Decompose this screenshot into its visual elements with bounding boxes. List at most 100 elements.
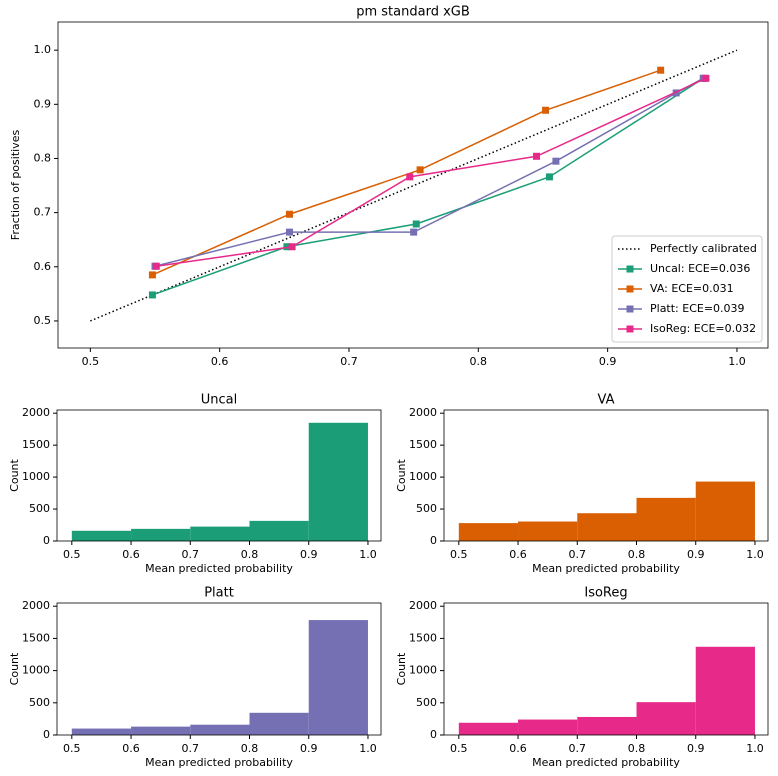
x-tick-label: 0.7 [182, 548, 200, 561]
axes-frame [56, 409, 382, 542]
x-tick-label: 1.0 [359, 548, 377, 561]
marker [406, 173, 414, 181]
marker [148, 291, 156, 299]
y-tick-label: 1500 [409, 631, 437, 644]
legend-marker [626, 305, 634, 313]
y-tick-label: 1.0 [34, 43, 52, 56]
bar [636, 497, 696, 541]
bar [458, 722, 519, 735]
x-tick-label: 0.6 [122, 548, 140, 561]
bar [71, 530, 132, 541]
x-tick-label: 0.5 [450, 742, 468, 755]
y-tick-label: 2000 [22, 599, 50, 612]
legend-label: Platt: ECE=0.039 [650, 302, 745, 315]
legend-label: Uncal: ECE=0.036 [650, 262, 750, 275]
bar [308, 620, 368, 735]
axes-frame [443, 602, 769, 736]
x-tick-label: 0.6 [509, 548, 527, 561]
y-tick-label: 1000 [409, 664, 437, 677]
y-tick-label: 0.8 [34, 151, 52, 164]
y-tick-label: 500 [416, 696, 437, 709]
bar [131, 528, 191, 541]
bar [190, 526, 250, 541]
x-tick-label: 0.6 [122, 742, 140, 755]
chart-title: Uncal [201, 393, 237, 408]
x-tick-label: 0.9 [687, 742, 705, 755]
y-tick-label: 0 [430, 534, 437, 547]
y-tick-label: 500 [416, 502, 437, 515]
x-tick-label: 0.6 [211, 355, 229, 368]
y-tick-label: 0.5 [34, 314, 52, 327]
x-tick-label: 0.5 [450, 548, 468, 561]
legend-label: VA: ECE=0.031 [650, 282, 734, 295]
series-line [152, 69, 661, 276]
marker [416, 166, 424, 174]
marker [285, 228, 293, 236]
marker [702, 74, 710, 82]
y-tick-label: 1000 [22, 470, 50, 483]
y-axis-label: Count [8, 652, 21, 685]
y-tick-label: 500 [29, 502, 50, 515]
bar [695, 646, 755, 735]
series-line [90, 49, 738, 322]
x-axis-label: Mean predicted probability [145, 756, 293, 769]
y-tick-label: 0 [43, 534, 50, 547]
y-axis-label: Count [8, 458, 21, 491]
y-tick-label: 1000 [22, 664, 50, 677]
legend-label: Perfectly calibrated [650, 242, 757, 255]
marker [152, 262, 160, 270]
chart-title: Platt [204, 586, 234, 601]
x-tick-label: 0.9 [300, 742, 318, 755]
y-tick-label: 0 [43, 728, 50, 741]
bar [577, 513, 637, 541]
bar [518, 719, 578, 735]
axes-frame [57, 21, 769, 349]
y-axis-label: Count [395, 458, 408, 491]
x-tick-label: 1.0 [746, 742, 764, 755]
y-tick-label: 1500 [22, 631, 50, 644]
x-axis-label: Mean predicted probability [532, 562, 680, 575]
y-tick-label: 0.6 [34, 260, 52, 273]
y-tick-label: 1500 [409, 438, 437, 451]
bar [71, 728, 132, 735]
marker [545, 173, 553, 181]
x-tick-label: 0.5 [63, 742, 81, 755]
x-tick-label: 0.5 [63, 548, 81, 561]
bar [131, 726, 191, 735]
x-tick-label: 0.7 [182, 742, 200, 755]
x-tick-label: 0.6 [509, 742, 527, 755]
legend-label: IsoReg: ECE=0.032 [650, 322, 756, 335]
marker [552, 157, 560, 165]
legend-marker [626, 265, 634, 273]
bar [308, 422, 368, 541]
x-tick-label: 0.7 [569, 548, 587, 561]
x-tick-label: 0.9 [300, 548, 318, 561]
y-tick-label: 500 [29, 696, 50, 709]
marker [542, 106, 550, 114]
y-tick-label: 2000 [409, 406, 437, 419]
bar [249, 712, 309, 735]
x-tick-label: 0.9 [599, 355, 617, 368]
marker [533, 152, 541, 160]
bar [695, 481, 755, 541]
y-tick-label: 2000 [22, 406, 50, 419]
y-axis-label: Count [395, 652, 408, 685]
x-tick-label: 0.7 [569, 742, 587, 755]
y-tick-label: 0.9 [34, 97, 52, 110]
y-axis-label: Fraction of positives [9, 130, 22, 241]
marker [657, 66, 665, 74]
legend-box [611, 235, 763, 343]
y-tick-label: 0 [430, 728, 437, 741]
axes-frame [56, 602, 382, 736]
marker [410, 228, 418, 236]
bar [458, 523, 519, 541]
marker [672, 89, 680, 97]
y-tick-label: 1500 [22, 438, 50, 451]
bar [577, 716, 637, 735]
x-axis-label: Mean predicted probability [145, 562, 293, 575]
chart-title: IsoReg [584, 586, 627, 601]
bar [190, 724, 250, 735]
bar [249, 520, 309, 541]
x-tick-label: 1.0 [728, 355, 746, 368]
